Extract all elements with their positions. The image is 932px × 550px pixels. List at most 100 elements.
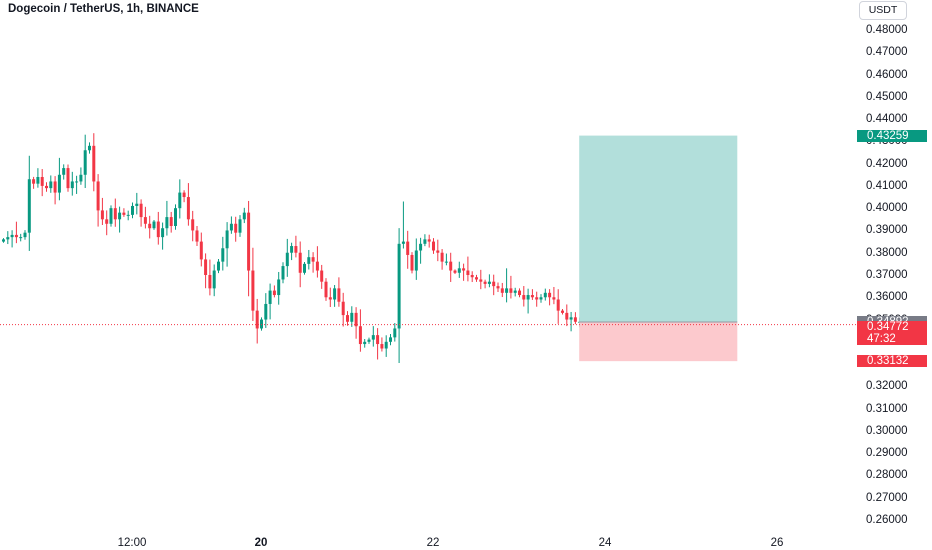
price-tick-label: 0.40000 xyxy=(866,202,908,215)
candle xyxy=(354,307,358,339)
candle xyxy=(131,202,134,219)
candle xyxy=(535,291,539,307)
candle xyxy=(75,175,79,194)
candle xyxy=(466,256,470,282)
price-tick-label: 0.47000 xyxy=(866,46,908,59)
price-tick-label: 0.37000 xyxy=(866,269,908,281)
candle xyxy=(350,306,354,327)
candle xyxy=(470,271,474,283)
candle xyxy=(475,274,478,282)
candle xyxy=(569,311,573,332)
candle xyxy=(376,328,380,360)
candle xyxy=(229,216,233,234)
candle xyxy=(100,197,104,225)
candle xyxy=(539,294,543,303)
candle xyxy=(440,249,444,270)
candle xyxy=(328,287,332,307)
price-tick-label: 0.46000 xyxy=(866,68,908,81)
candle xyxy=(419,237,423,264)
candle xyxy=(487,274,491,288)
position-zones xyxy=(579,135,738,362)
price-tick-label: 0.38000 xyxy=(866,246,908,259)
candle xyxy=(36,168,40,188)
candle xyxy=(389,333,392,346)
candle xyxy=(156,211,160,245)
candle xyxy=(492,274,496,296)
candle xyxy=(285,238,289,277)
candle xyxy=(432,238,435,254)
candle xyxy=(479,269,483,290)
stop-price-badge: 0.33132 xyxy=(857,355,927,368)
candle xyxy=(298,241,302,288)
candle xyxy=(225,222,229,267)
candle xyxy=(191,210,195,242)
candle xyxy=(255,298,259,344)
candle xyxy=(23,230,27,240)
candle xyxy=(88,142,91,154)
candle xyxy=(303,262,306,275)
candle xyxy=(234,216,238,242)
candle xyxy=(152,219,156,230)
candle xyxy=(311,252,315,273)
bar-countdown: 47:32 xyxy=(867,332,896,345)
candle xyxy=(27,155,31,251)
candle xyxy=(92,133,96,192)
price-tick-label: 0.45000 xyxy=(866,90,908,103)
candle xyxy=(363,339,367,348)
candle xyxy=(57,157,61,201)
candle xyxy=(513,287,517,297)
price-tick-label: 0.26000 xyxy=(866,514,908,526)
candle xyxy=(500,282,504,298)
candle xyxy=(401,201,405,249)
candle xyxy=(384,335,388,357)
price-tick-label: 0.28000 xyxy=(866,469,908,482)
currency-selector[interactable]: USDT xyxy=(859,1,907,20)
candle xyxy=(530,289,534,300)
candle xyxy=(178,179,182,219)
candle xyxy=(10,230,14,248)
candle xyxy=(79,167,83,185)
candle xyxy=(436,239,440,262)
candle xyxy=(2,238,5,243)
candles xyxy=(2,133,586,363)
candle xyxy=(556,289,560,324)
candle xyxy=(217,259,220,274)
candle xyxy=(320,264,324,289)
candle xyxy=(444,253,448,266)
candle xyxy=(83,134,87,189)
candle xyxy=(118,206,122,233)
price-tick-label: 0.31000 xyxy=(866,402,908,415)
profit-zone[interactable] xyxy=(579,135,738,322)
price-tick-label: 0.29000 xyxy=(866,447,908,460)
candle xyxy=(307,249,311,270)
candle xyxy=(324,278,328,301)
candle xyxy=(105,210,109,236)
candle xyxy=(565,304,569,327)
candle xyxy=(294,235,298,258)
candle xyxy=(518,288,521,298)
candle xyxy=(135,192,139,215)
candle xyxy=(358,309,362,352)
candle xyxy=(53,176,57,205)
candle xyxy=(522,286,526,307)
candle xyxy=(247,200,251,297)
candle xyxy=(552,286,556,305)
loss-zone[interactable] xyxy=(579,321,738,362)
candle xyxy=(457,261,461,278)
candle xyxy=(122,208,126,217)
current-price-badge: 0.34772 47:32 xyxy=(857,320,927,345)
candle xyxy=(272,285,276,298)
candle xyxy=(393,323,397,342)
candle xyxy=(182,190,186,203)
candle xyxy=(62,164,66,180)
candle xyxy=(277,271,281,305)
price-tick-label: 0.42000 xyxy=(866,157,908,170)
candle xyxy=(380,337,384,352)
candle xyxy=(148,215,152,239)
candle xyxy=(49,175,53,193)
price-tick-label: 0.44000 xyxy=(866,113,908,126)
time-tick-label: 24 xyxy=(598,537,612,549)
candle xyxy=(251,247,255,321)
candle xyxy=(397,228,401,363)
